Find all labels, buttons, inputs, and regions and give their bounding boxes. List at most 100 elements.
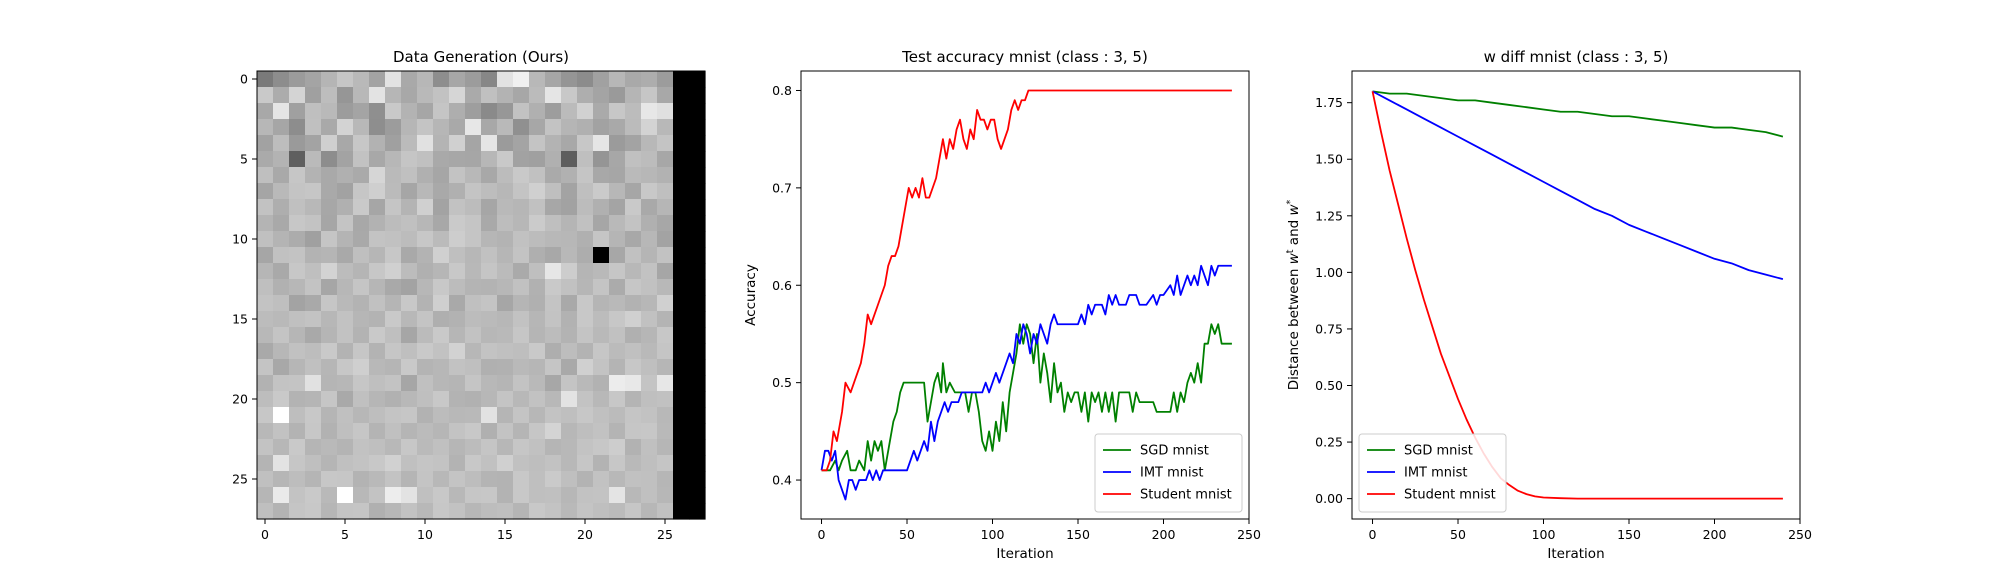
- heatmap-cell: [497, 375, 514, 392]
- heatmap-cell: [305, 487, 322, 504]
- heatmap-cell: [513, 375, 530, 392]
- heatmap-cell: [593, 327, 610, 344]
- heatmap-cell: [401, 311, 418, 328]
- heatmap-cell: [641, 279, 658, 296]
- heatmap-cell: [353, 423, 370, 440]
- heatmap-cell: [337, 343, 354, 360]
- heatmap-cell: [641, 151, 658, 168]
- heatmap-cell: [689, 167, 706, 184]
- y-tick-label: 5: [240, 152, 248, 167]
- heatmap-cell: [257, 263, 274, 280]
- heatmap-cell: [433, 263, 450, 280]
- heatmap-cell: [657, 215, 674, 232]
- heatmap-cell: [385, 279, 402, 296]
- heatmap-cell: [257, 183, 274, 200]
- y-axis-label: Distance between wt and w*: [1285, 199, 1303, 390]
- heatmap-cell: [321, 471, 338, 488]
- heatmap-cell: [401, 151, 418, 168]
- heatmap-cell: [353, 503, 370, 520]
- heatmap-cell: [657, 487, 674, 504]
- heatmap-cell: [625, 279, 642, 296]
- y-tick-label: 1.50: [1315, 152, 1343, 167]
- heatmap-cell: [593, 87, 610, 104]
- heatmap-cell: [497, 439, 514, 456]
- heatmap-cell: [305, 263, 322, 280]
- heatmap-cell: [305, 71, 322, 88]
- heatmap-cell: [513, 135, 530, 152]
- y-axis-label-part: t: [1285, 249, 1296, 253]
- heatmap-cell: [609, 407, 626, 424]
- heatmap-cell: [305, 439, 322, 456]
- heatmap-cell: [449, 471, 466, 488]
- heatmap-cell: [449, 311, 466, 328]
- heatmap-cell: [433, 487, 450, 504]
- heatmap-cell: [369, 199, 386, 216]
- heatmap-cell: [305, 87, 322, 104]
- heatmap-cell: [273, 183, 290, 200]
- heatmap-cell: [561, 503, 578, 520]
- heatmap-cell: [577, 151, 594, 168]
- heatmap-cell: [529, 487, 546, 504]
- heatmap-cell: [321, 231, 338, 248]
- heatmap-cell: [257, 215, 274, 232]
- heatmap-cell: [529, 455, 546, 472]
- heatmap-cell: [561, 135, 578, 152]
- heatmap-cell: [337, 199, 354, 216]
- heatmap-cell: [689, 327, 706, 344]
- heatmap-cell: [481, 295, 498, 312]
- heatmap-cell: [689, 103, 706, 120]
- heatmap-cell: [305, 503, 322, 520]
- heatmap-cell: [257, 439, 274, 456]
- heatmap-cell: [593, 135, 610, 152]
- accuracy-panel: 0 50 100 150 200 250 0.4 0.5 0.6 0.7 0.8 Test accur…: [743, 48, 1261, 562]
- heatmap-cell: [465, 87, 482, 104]
- heatmap-cell: [465, 199, 482, 216]
- heatmap-cell: [337, 439, 354, 456]
- heatmap-cell: [401, 455, 418, 472]
- heatmap-cell: [321, 311, 338, 328]
- heatmap-cell: [673, 295, 690, 312]
- heatmap-cell: [481, 407, 498, 424]
- heatmap-cell: [497, 167, 514, 184]
- heatmap-cell: [657, 199, 674, 216]
- heatmap-cell: [577, 87, 594, 104]
- heatmap-cell: [417, 423, 434, 440]
- heatmap-cell: [593, 391, 610, 408]
- heatmap-cell: [321, 119, 338, 136]
- heatmap-cell: [529, 199, 546, 216]
- heatmap-cell: [513, 151, 530, 168]
- heatmap-cell: [449, 231, 466, 248]
- heatmap-cell: [385, 151, 402, 168]
- plot-frame: [1351, 70, 1801, 520]
- y-tick-label: 0.8: [772, 83, 792, 98]
- heatmap-cell: [449, 295, 466, 312]
- heatmap-cell: [321, 423, 338, 440]
- heatmap-cell: [625, 151, 642, 168]
- heatmap-cell: [321, 455, 338, 472]
- heatmap-cell: [497, 215, 514, 232]
- heatmap-cell: [273, 423, 290, 440]
- heatmap-cell: [417, 167, 434, 184]
- heatmap-cell: [353, 87, 370, 104]
- heatmap-cell: [385, 359, 402, 376]
- heatmap-cell: [545, 455, 562, 472]
- heatmap-cell: [689, 439, 706, 456]
- heatmap-cell: [513, 279, 530, 296]
- heatmap-cell: [273, 391, 290, 408]
- heatmap-cell: [369, 471, 386, 488]
- heatmap-cell: [481, 119, 498, 136]
- heatmap-cell: [689, 471, 706, 488]
- heatmap-cell: [417, 119, 434, 136]
- heatmap-cell: [657, 423, 674, 440]
- x-tick-label: 250: [1237, 527, 1261, 542]
- heatmap-cell: [641, 455, 658, 472]
- heatmap-cell: [273, 263, 290, 280]
- heatmap-cell: [353, 311, 370, 328]
- legend-box: [1094, 433, 1243, 513]
- heatmap-cell: [465, 455, 482, 472]
- heatmap-cell: [641, 71, 658, 88]
- heatmap-cell: [449, 199, 466, 216]
- heatmap-cell: [449, 135, 466, 152]
- heatmap-cell: [353, 471, 370, 488]
- heatmap-cell: [289, 215, 306, 232]
